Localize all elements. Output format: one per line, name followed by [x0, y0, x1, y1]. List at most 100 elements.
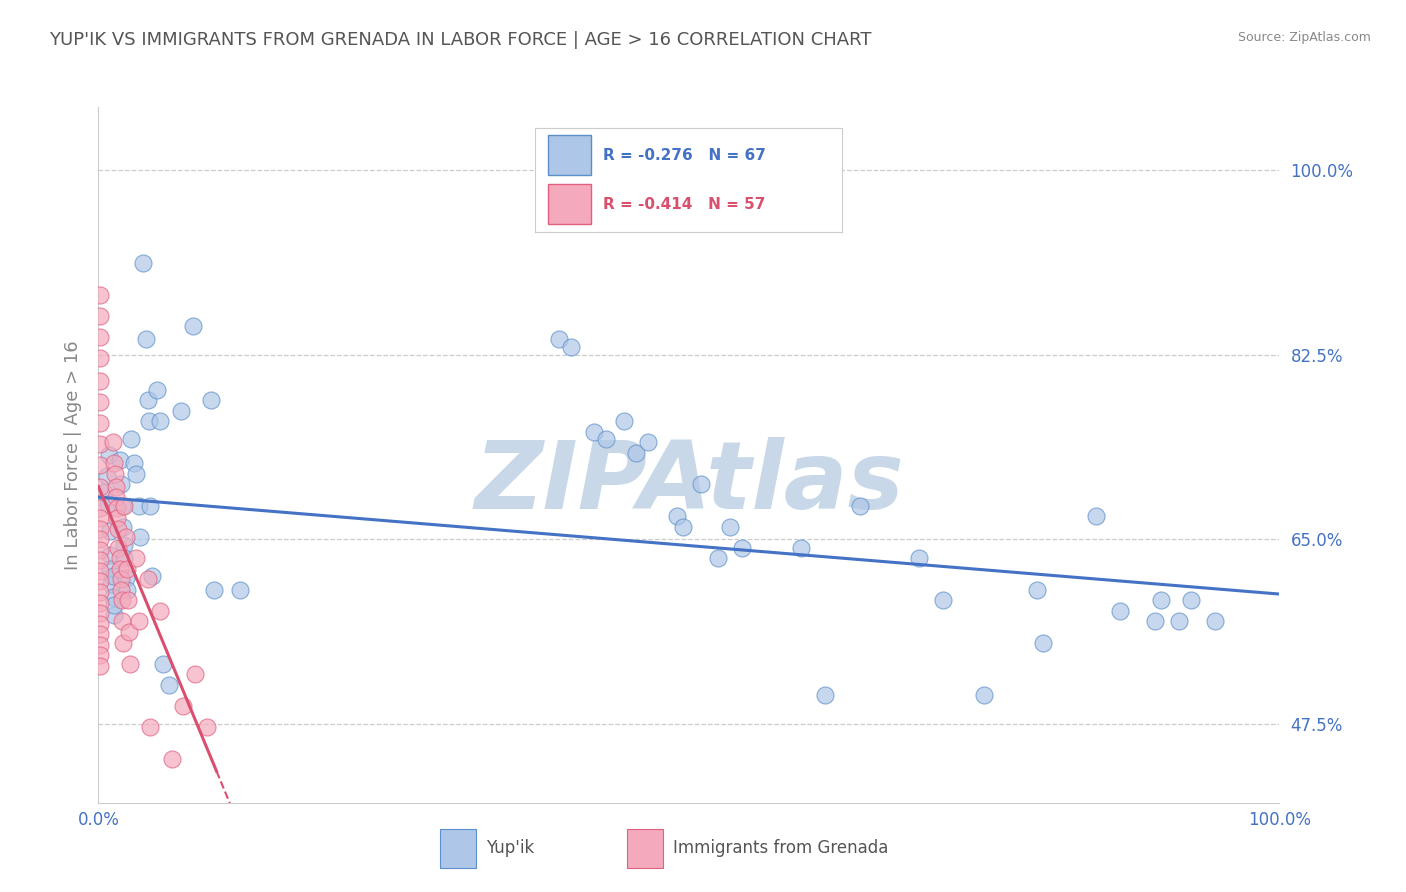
Point	[101, 591, 124, 605]
Point	[105, 490, 128, 504]
Point	[1168, 615, 1191, 629]
Point	[157, 678, 180, 692]
Point	[112, 635, 135, 649]
Point	[89, 585, 111, 599]
Point	[849, 499, 872, 513]
Point	[98, 562, 121, 576]
Text: ZIPAtlas: ZIPAtlas	[474, 437, 904, 529]
Point	[125, 551, 148, 566]
Point	[89, 417, 111, 431]
Point	[89, 287, 111, 301]
Point	[111, 615, 134, 629]
Point	[108, 453, 131, 467]
Point	[89, 395, 111, 409]
Point	[89, 606, 111, 620]
Point	[89, 309, 111, 323]
Point	[89, 595, 111, 609]
Point	[104, 467, 127, 481]
Point	[107, 522, 129, 536]
Point	[98, 448, 121, 462]
Text: YUP'IK VS IMMIGRANTS FROM GRENADA IN LABOR FORCE | AGE > 16 CORRELATION CHART: YUP'IK VS IMMIGRANTS FROM GRENADA IN LAB…	[49, 31, 872, 49]
Point	[121, 432, 143, 446]
Point	[105, 511, 128, 525]
Point	[101, 569, 124, 583]
Point	[89, 627, 111, 641]
Point	[89, 479, 111, 493]
Point	[136, 572, 159, 586]
Point	[666, 509, 689, 524]
Point	[200, 393, 222, 408]
Point	[89, 638, 111, 652]
Point	[184, 667, 207, 681]
Point	[108, 551, 131, 566]
Point	[132, 256, 155, 270]
Point	[583, 425, 606, 439]
Point	[202, 582, 225, 597]
Point	[560, 340, 582, 354]
Point	[1150, 593, 1173, 607]
Point	[149, 414, 172, 428]
Point	[637, 435, 659, 450]
Point	[128, 615, 150, 629]
Point	[707, 551, 730, 566]
Point	[120, 657, 142, 671]
Point	[172, 698, 194, 713]
Point	[718, 519, 741, 533]
Point	[139, 499, 162, 513]
Point	[112, 519, 135, 533]
Point	[125, 467, 148, 481]
Point	[89, 374, 111, 388]
Point	[624, 446, 647, 460]
Point	[814, 688, 837, 702]
Point	[672, 519, 695, 533]
Point	[790, 541, 813, 555]
Point	[1085, 509, 1108, 524]
Point	[89, 522, 111, 536]
Point	[98, 548, 121, 562]
Point	[111, 593, 134, 607]
Point	[100, 576, 122, 591]
Point	[908, 551, 931, 566]
Point	[105, 479, 128, 493]
Point	[110, 582, 132, 597]
Point	[149, 604, 172, 618]
Point	[128, 499, 150, 513]
Point	[110, 477, 132, 491]
Point	[89, 658, 111, 673]
Point	[98, 524, 121, 538]
Point	[108, 562, 131, 576]
Point	[135, 332, 157, 346]
Point	[89, 574, 111, 589]
Point	[152, 657, 174, 671]
Point	[114, 530, 136, 544]
Point	[93, 484, 115, 499]
Point	[1204, 615, 1226, 629]
Point	[146, 383, 169, 397]
Point	[89, 330, 111, 344]
Point	[89, 500, 111, 515]
Point	[136, 393, 159, 408]
Point	[89, 542, 111, 557]
Point	[103, 598, 125, 612]
Point	[89, 437, 111, 451]
Point	[181, 319, 204, 334]
Point	[101, 435, 124, 450]
Point	[139, 720, 162, 734]
Point	[122, 456, 145, 470]
Point	[96, 469, 118, 483]
Point	[160, 751, 183, 765]
Point	[128, 530, 150, 544]
Point	[1180, 593, 1202, 607]
Point	[229, 582, 252, 597]
Point	[595, 432, 617, 446]
Point	[103, 608, 125, 623]
Point	[103, 456, 125, 470]
Point	[89, 553, 111, 567]
Point	[114, 571, 136, 585]
Point	[548, 332, 571, 346]
Point	[1144, 615, 1167, 629]
Point	[112, 537, 135, 551]
Point	[89, 616, 111, 631]
Point	[932, 593, 955, 607]
Point	[689, 477, 711, 491]
